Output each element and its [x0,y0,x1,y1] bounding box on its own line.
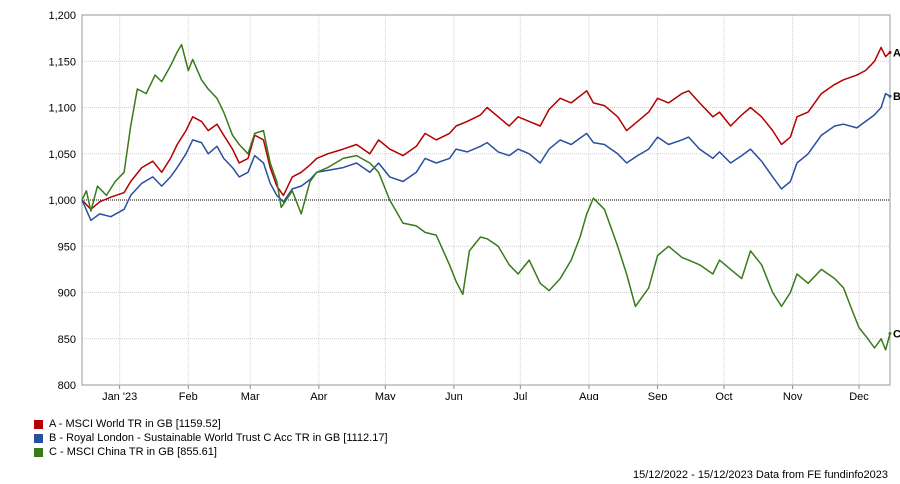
series-end-label-a: A [893,47,900,59]
x-tick-label: Aug [579,391,599,400]
y-tick-label: 800 [58,380,76,392]
y-tick-label: 1,000 [48,195,76,207]
legend-swatch-c [34,447,43,457]
footer-source-note: 15/12/2022 - 15/12/2023 Data from FE fun… [632,469,888,481]
y-tick-label: 900 [58,288,76,300]
series-endpoint-c [888,332,892,336]
legend-label-b: B - Royal London - Sustainable World Tru… [49,432,388,444]
x-tick-label: Jun [445,391,463,400]
y-tick-label: 950 [58,241,76,253]
legend: A - MSCI World TR in GB [1159.52] B - Ro… [34,417,388,459]
series-line-a [81,46,891,211]
legend-label-a: A - MSCI World TR in GB [1159.52] [49,418,221,430]
x-tick-label: Feb [179,391,198,400]
series-end-label-b: B [893,91,900,103]
series-end-label-c: C [893,329,900,341]
x-tick-label: Mar [241,391,260,400]
legend-item-c: C - MSCI China TR in GB [855.61] [34,445,388,459]
series-endpoint-a [888,50,892,54]
x-tick-label: Sep [648,391,668,400]
legend-item-b: B - Royal London - Sustainable World Tru… [34,431,388,445]
x-tick-label: Jan '23 [102,391,137,400]
series-line-c [81,43,891,351]
y-tick-label: 850 [58,334,76,346]
x-tick-label: Jul [513,391,527,400]
y-tick-label: 1,100 [48,103,76,115]
x-tick-label: Dec [849,391,869,400]
legend-label-c: C - MSCI China TR in GB [855.61] [49,446,217,458]
legend-swatch-b [34,433,43,443]
legend-swatch-a [34,419,43,429]
line-chart: 800 850 900 950 1,000 1,050 1,100 1,150 1,200 Jan… [48,10,900,403]
x-tick-label: Apr [310,391,327,400]
y-tick-label: 1,050 [48,149,76,161]
series-line-b [81,92,891,222]
x-tick-label: Oct [715,391,732,400]
x-tick-label: Nov [783,391,803,400]
y-tick-label: 1,200 [48,10,76,22]
series-endpoint-b [888,94,892,98]
x-tick-label: May [375,391,396,400]
y-tick-label: 1,150 [48,56,76,68]
legend-item-a: A - MSCI World TR in GB [1159.52] [34,417,388,431]
